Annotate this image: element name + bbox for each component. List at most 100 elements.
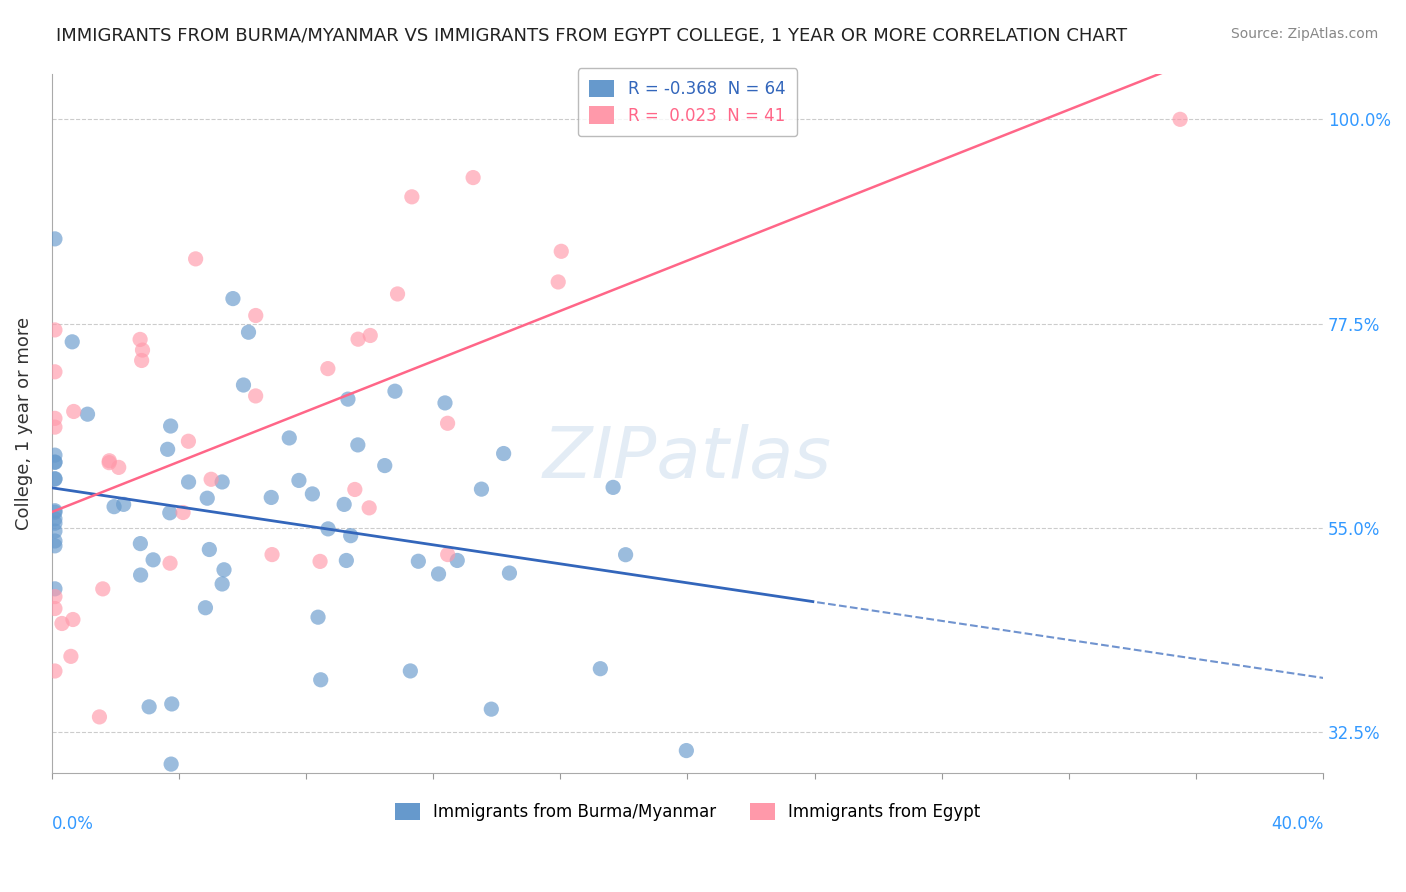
Text: 40.0%: 40.0%	[1271, 815, 1323, 833]
Point	[44, 539, 66, 553]
Point	[44, 472, 66, 486]
Point	[333, 497, 356, 511]
Point	[44, 582, 66, 596]
Point	[492, 446, 515, 460]
Legend: R = -0.368  N = 64, R =  0.023  N = 41: R = -0.368 N = 64, R = 0.023 N = 41	[578, 69, 797, 136]
Point	[112, 497, 135, 511]
Point	[547, 275, 569, 289]
Point	[339, 529, 361, 543]
Point	[44, 524, 66, 538]
Point	[44, 448, 66, 462]
Point	[44, 472, 66, 486]
Point	[44, 505, 66, 519]
Point	[142, 553, 165, 567]
Point	[159, 506, 181, 520]
Point	[614, 548, 637, 562]
Point	[60, 334, 83, 349]
Point	[384, 384, 406, 399]
Point	[98, 454, 121, 468]
Point	[195, 491, 218, 506]
Text: 0.0%: 0.0%	[52, 815, 94, 833]
Point	[44, 512, 66, 526]
Point	[436, 417, 458, 431]
Point	[436, 548, 458, 562]
Point	[309, 673, 332, 687]
Point	[245, 309, 267, 323]
Point	[245, 389, 267, 403]
Y-axis label: College, 1 year or more: College, 1 year or more	[15, 317, 32, 530]
Point	[129, 333, 152, 347]
Point	[336, 392, 359, 406]
Point	[408, 554, 430, 568]
Point	[479, 702, 502, 716]
Point	[260, 491, 283, 505]
Point	[89, 710, 111, 724]
Point	[401, 190, 423, 204]
Point	[301, 487, 323, 501]
Point	[159, 419, 181, 434]
Point	[129, 568, 152, 582]
Point	[222, 292, 245, 306]
Point	[260, 548, 283, 562]
Point	[550, 244, 572, 259]
Point	[44, 590, 66, 604]
Point	[359, 328, 381, 343]
Point	[44, 420, 66, 434]
Point	[316, 522, 339, 536]
Point	[44, 664, 66, 678]
Point	[131, 353, 153, 368]
Point	[138, 699, 160, 714]
Point	[232, 378, 254, 392]
Point	[335, 553, 357, 567]
Point	[44, 533, 66, 548]
Point	[278, 431, 301, 445]
Text: Source: ZipAtlas.com: Source: ZipAtlas.com	[1230, 27, 1378, 41]
Point	[177, 475, 200, 489]
Point	[160, 757, 183, 772]
Point	[131, 343, 153, 357]
Point	[129, 536, 152, 550]
Point	[51, 616, 73, 631]
Point	[602, 480, 624, 494]
Point	[91, 582, 114, 596]
Point	[238, 325, 260, 339]
Point	[359, 500, 381, 515]
Point	[44, 411, 66, 425]
Point	[44, 516, 66, 531]
Point	[433, 396, 456, 410]
Point	[427, 566, 450, 581]
Point	[44, 232, 66, 246]
Point	[177, 434, 200, 449]
Point	[62, 613, 84, 627]
Point	[159, 556, 181, 570]
Point	[44, 323, 66, 337]
Point	[374, 458, 396, 473]
Point	[44, 455, 66, 469]
Point	[211, 475, 233, 489]
Point	[675, 743, 697, 757]
Point	[160, 697, 183, 711]
Point	[98, 456, 121, 470]
Point	[307, 610, 329, 624]
Point	[347, 332, 370, 346]
Point	[200, 472, 222, 486]
Point	[288, 474, 311, 488]
Point	[1168, 112, 1191, 127]
Point	[194, 600, 217, 615]
Point	[107, 460, 129, 475]
Point	[316, 361, 339, 376]
Point	[76, 407, 98, 421]
Point	[198, 542, 221, 557]
Point	[399, 664, 422, 678]
Point	[211, 577, 233, 591]
Point	[59, 649, 82, 664]
Point	[589, 662, 612, 676]
Point	[387, 287, 409, 301]
Point	[44, 365, 66, 379]
Point	[446, 553, 468, 567]
Point	[44, 601, 66, 615]
Point	[103, 500, 125, 514]
Point	[62, 404, 84, 418]
Point	[156, 442, 179, 457]
Point	[44, 455, 66, 469]
